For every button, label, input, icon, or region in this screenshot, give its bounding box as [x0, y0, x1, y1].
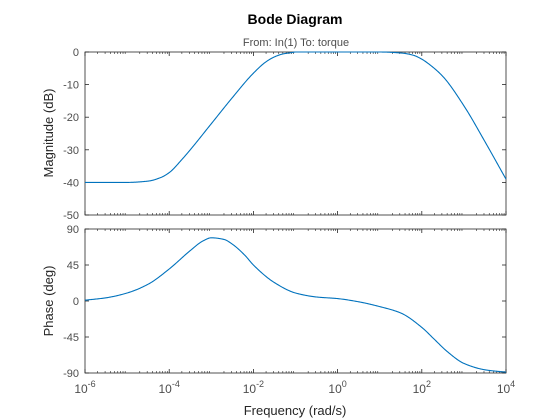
- phase-ytick-label: 90: [67, 224, 79, 236]
- phase-axes-box: [84, 228, 507, 374]
- phase-ytick-label: 45: [67, 260, 79, 272]
- chart-title: Bode Diagram: [248, 11, 343, 27]
- magnitude-ytick-label: -20: [63, 112, 79, 124]
- magnitude-axes-box: [84, 51, 507, 216]
- phase-ytick-label: -45: [63, 332, 79, 344]
- x-tick-label: 10-2: [243, 379, 264, 396]
- phase-ytick-label: -90: [63, 368, 79, 380]
- x-tick-label: 104: [497, 379, 515, 396]
- x-axis-label: Frequency (rad/s): [244, 403, 347, 418]
- x-tick-label: 102: [413, 379, 431, 396]
- phase-series-line: [84, 237, 507, 373]
- magnitude-ytick-label: -30: [63, 145, 79, 157]
- magnitude-panel: 0 -10 -20 -30 -40 -50: [63, 47, 507, 222]
- magnitude-series-line: [85, 51, 507, 183]
- phase-axis-label: Phase (deg): [41, 266, 56, 337]
- x-tick-label: 10-4: [159, 379, 180, 396]
- magnitude-ytick-label: 0: [73, 47, 79, 59]
- magnitude-ytick-label: -40: [63, 177, 79, 189]
- chart-subtitle: From: In(1) To: torque: [243, 37, 349, 49]
- x-tick-label: 10-6: [74, 379, 95, 396]
- phase-ytick-label: 0: [73, 296, 79, 308]
- magnitude-ytick-label: -10: [63, 80, 79, 92]
- magnitude-ytick-label: -50: [63, 210, 79, 222]
- magnitude-axis-label: Magnitude (dB): [41, 89, 56, 178]
- x-tick-label: 100: [328, 379, 346, 396]
